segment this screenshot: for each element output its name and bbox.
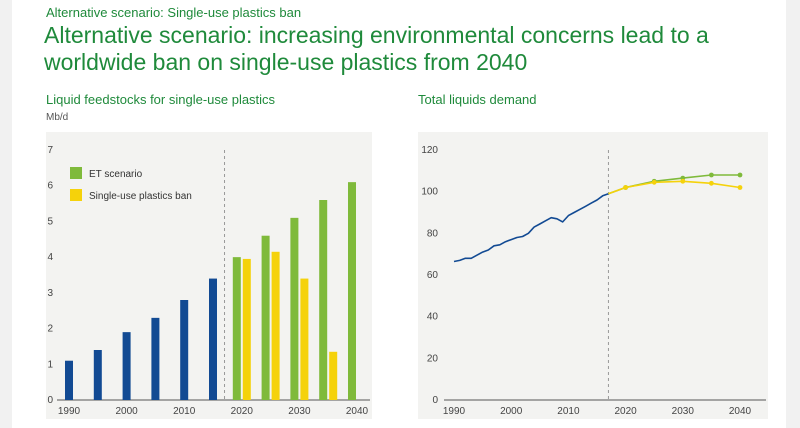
line-y-tick-label: 20 (427, 353, 439, 364)
bar-y-tick-label: 1 (47, 359, 53, 370)
series-line-plastics-ban (608, 180, 741, 195)
bar-et-scenario (261, 235, 270, 400)
bar-plastics-ban (300, 278, 309, 400)
series-point-plastics-ban (709, 180, 714, 186)
bar-y-tick-label: 3 (47, 288, 53, 299)
line-x-tick-label: 2030 (672, 406, 695, 417)
bar-y-tick-label: 4 (47, 252, 53, 263)
line-chart-title: Total liquids demand (418, 92, 537, 107)
legend-swatch-et (70, 167, 82, 179)
bar-y-tick-label: 2 (47, 324, 53, 335)
line-y-tick-label: 100 (421, 187, 438, 198)
left-edge-panel (0, 0, 12, 428)
bar-y-tick-label: 0 (47, 395, 53, 406)
series-line-historic (453, 193, 609, 263)
bar-historic (209, 278, 217, 400)
bar-x-tick-label: 2030 (288, 406, 311, 417)
legend-swatch-ban (70, 189, 82, 201)
bar-historic (93, 350, 102, 400)
series-point-plastics-ban (651, 179, 657, 185)
legend-label-et: ET scenario (89, 169, 143, 180)
line-y-tick-label: 120 (421, 145, 438, 156)
line-x-tick-label: 2040 (729, 406, 752, 417)
bar-x-tick-label: 2020 (231, 406, 254, 417)
bar-y-tick-label: 5 (47, 216, 53, 227)
bar-x-tick-label: 1990 (58, 406, 81, 417)
line-x-tick-label: 2010 (557, 406, 580, 417)
bar-et-scenario (348, 182, 356, 400)
series-point-plastics-ban (680, 178, 686, 184)
line-y-tick-label: 80 (427, 228, 439, 239)
bar-et-scenario (232, 257, 241, 400)
series-point-plastics-ban (737, 185, 743, 190)
headline: Alternative scenario: increasing environ… (44, 22, 709, 75)
series-point-et-scenario (709, 172, 714, 178)
series-point-et-scenario (737, 172, 743, 178)
bar-plastics-ban (242, 258, 251, 400)
bar-plastics-ban (329, 351, 338, 400)
series-point-plastics-ban (623, 185, 628, 190)
line-x-tick-label: 2000 (500, 406, 523, 417)
bar-historic (122, 332, 131, 400)
bar-x-tick-label: 2040 (346, 406, 369, 417)
line-y-tick-label: 0 (432, 395, 438, 406)
bar-plastics-ban (271, 251, 280, 400)
bar-et-scenario (290, 217, 299, 400)
bar-x-tick-label: 2000 (115, 406, 138, 417)
bar-historic (180, 300, 189, 400)
right-edge-panel (786, 0, 800, 428)
line-x-tick-label: 2020 (614, 406, 637, 417)
line-chart-background (418, 132, 768, 419)
line-x-tick-label: 1990 (443, 406, 466, 417)
bar-historic (151, 317, 160, 400)
legend-label-ban: Single-use plastics ban (89, 191, 192, 202)
bar-y-tick-label: 6 (47, 181, 53, 192)
line-y-tick-label: 60 (427, 270, 439, 281)
bar-y-tick-label: 7 (47, 145, 53, 156)
eyebrow-title: Alternative scenario: Single-use plastic… (46, 5, 302, 20)
bar-chart-title: Liquid feedstocks for single-use plastic… (46, 92, 276, 107)
bar-x-tick-label: 2010 (173, 406, 196, 417)
bar-historic (65, 360, 73, 400)
line-y-tick-label: 40 (427, 312, 439, 323)
bar-et-scenario (319, 200, 328, 400)
bar-chart-unit: Mb/d (46, 112, 69, 123)
bar-chart: 0 1 2 3 4 5 6 7 1990 2000 2010 2020 2030 2040 ET scena… (47, 145, 370, 417)
